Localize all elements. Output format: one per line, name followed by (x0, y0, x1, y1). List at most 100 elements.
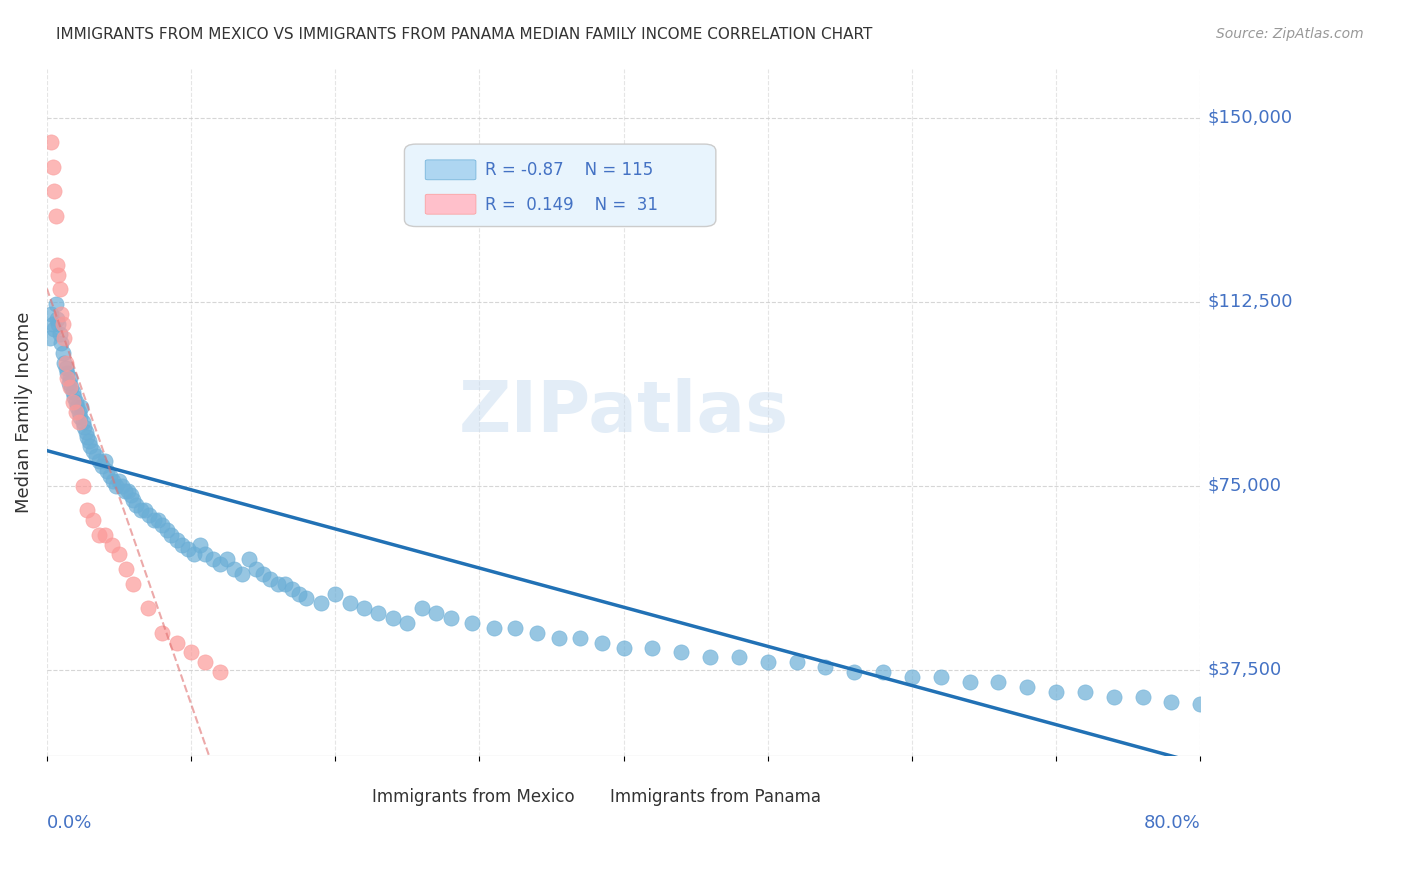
Point (155, 523, 177, 537)
Point (48, 317, 70, 331)
Point (90, 458, 112, 473)
Point (103, 474, 125, 488)
Point (49, 326, 72, 341)
Point (82, 444, 104, 458)
Point (58, 376, 80, 390)
Point (208, 557, 231, 571)
Point (146, 513, 169, 527)
FancyBboxPatch shape (425, 160, 477, 180)
Point (59, 370, 82, 384)
Point (38, 331, 60, 345)
Point (987, 674, 1010, 689)
Point (756, 655, 779, 669)
Point (1189, 697, 1212, 711)
Point (160, 527, 183, 541)
Point (381, 611, 404, 625)
Point (180, 645, 202, 659)
Point (125, 498, 148, 512)
Point (52, 346, 75, 360)
Point (1247, 699, 1270, 714)
Point (87, 454, 110, 468)
Text: $75,000: $75,000 (1208, 476, 1281, 495)
Point (46, 311, 69, 326)
Point (1045, 684, 1067, 698)
Point (814, 660, 837, 674)
Point (49, 282, 72, 296)
Point (396, 615, 419, 630)
Point (1102, 690, 1125, 704)
Point (238, 552, 260, 566)
Point (339, 596, 361, 610)
Point (166, 635, 188, 649)
Point (266, 576, 288, 591)
Point (42, 321, 65, 335)
Point (108, 474, 131, 488)
Point (288, 586, 311, 600)
Point (39, 307, 62, 321)
Point (56, 366, 79, 380)
Point (138, 508, 160, 522)
Point (93, 454, 115, 468)
Point (461, 615, 484, 630)
Point (51, 307, 73, 321)
Point (231, 566, 253, 581)
Point (98, 468, 121, 483)
Point (547, 631, 569, 645)
Point (39, 135, 62, 149)
Point (76, 429, 98, 443)
Point (122, 576, 145, 591)
Point (844, 665, 866, 679)
Point (136, 601, 159, 615)
Point (142, 513, 165, 527)
FancyBboxPatch shape (380, 789, 441, 808)
Point (1160, 694, 1182, 708)
Point (76, 503, 98, 517)
Point (482, 621, 505, 635)
Point (786, 655, 808, 669)
Point (65, 395, 87, 409)
Point (183, 547, 205, 561)
Point (353, 601, 375, 615)
Point (201, 552, 224, 566)
Point (641, 640, 664, 655)
Point (274, 576, 297, 591)
Point (59, 380, 82, 394)
Point (72, 415, 94, 429)
Point (671, 645, 693, 659)
Point (872, 665, 894, 679)
Point (82, 513, 104, 527)
Point (122, 493, 145, 508)
Point (134, 503, 156, 517)
Point (73, 419, 96, 434)
Point (53, 331, 76, 345)
Point (224, 562, 246, 576)
Point (188, 537, 211, 551)
Y-axis label: Median Family Income: Median Family Income (15, 311, 32, 513)
Point (96, 464, 118, 478)
Point (1218, 699, 1240, 714)
Point (1275, 702, 1298, 716)
Point (115, 562, 138, 576)
Point (591, 635, 613, 649)
Point (111, 478, 134, 492)
Point (425, 606, 447, 620)
Point (60, 380, 83, 394)
Point (1132, 690, 1154, 704)
Point (67, 415, 90, 429)
Point (505, 621, 527, 635)
Point (901, 670, 924, 684)
Point (129, 503, 152, 517)
Text: $112,500: $112,500 (1208, 293, 1294, 310)
Point (45, 209, 67, 223)
Text: R = -0.87    N = 115: R = -0.87 N = 115 (485, 161, 654, 179)
Point (439, 611, 461, 625)
Point (93, 527, 115, 541)
Point (100, 537, 122, 551)
Point (84, 449, 107, 463)
Point (411, 601, 433, 615)
FancyBboxPatch shape (425, 194, 477, 214)
Point (323, 586, 346, 600)
Point (75, 425, 97, 439)
Point (1074, 684, 1097, 698)
Point (114, 483, 136, 498)
